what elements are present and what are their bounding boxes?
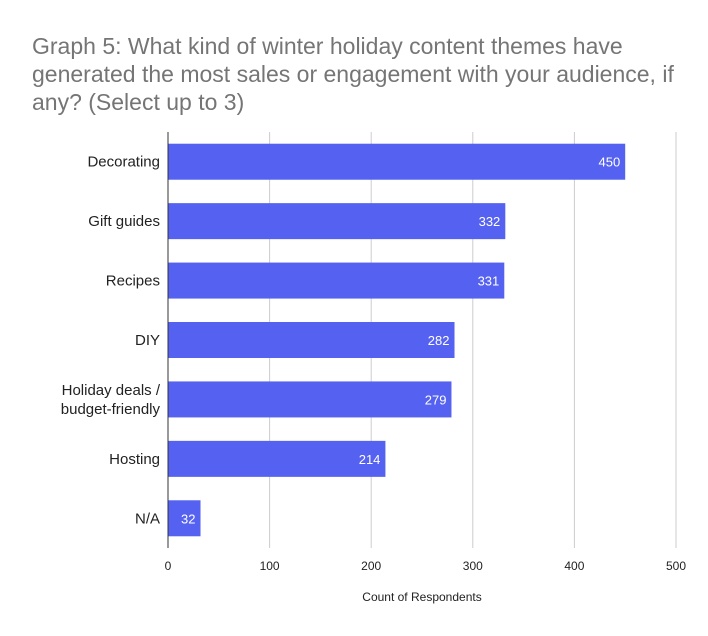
x-tick-label: 100 bbox=[260, 559, 280, 573]
category-label: budget-friendly bbox=[61, 401, 161, 418]
data-label: 332 bbox=[479, 214, 501, 229]
x-tick-labels: 0 100 200 300 400 500 bbox=[165, 559, 687, 573]
gridlines bbox=[269, 132, 677, 548]
x-tick-label: 0 bbox=[165, 559, 172, 573]
data-label: 279 bbox=[425, 392, 447, 407]
category-label: DIY bbox=[135, 332, 160, 349]
data-label: 450 bbox=[598, 155, 620, 170]
category-labels: Decorating Gift guides Recipes DIY Holiday d… bbox=[61, 154, 161, 528]
chart-title: Graph 5: What kind of winter holiday con… bbox=[32, 33, 674, 115]
category-label: N/A bbox=[135, 510, 160, 527]
bar bbox=[168, 322, 455, 358]
bar bbox=[168, 203, 506, 240]
data-label: 32 bbox=[181, 511, 195, 526]
x-tick-label: 400 bbox=[564, 559, 584, 573]
category-label: Gift guides bbox=[88, 213, 160, 230]
bar bbox=[168, 500, 201, 537]
x-tick-label: 300 bbox=[463, 559, 483, 573]
bar bbox=[168, 381, 452, 418]
data-label: 214 bbox=[359, 452, 381, 467]
x-tick-label: 200 bbox=[361, 559, 381, 573]
data-label: 331 bbox=[478, 274, 500, 289]
x-axis-title: Count of Respondents bbox=[362, 590, 481, 604]
bar bbox=[168, 143, 626, 180]
category-label: Decorating bbox=[87, 154, 160, 171]
bar bbox=[168, 262, 505, 299]
category-label: Hosting bbox=[109, 451, 160, 468]
category-label: Holiday deals / bbox=[62, 382, 161, 399]
x-tick-label: 500 bbox=[666, 559, 686, 573]
category-label: Recipes bbox=[106, 273, 160, 290]
bar bbox=[168, 440, 386, 477]
data-label: 282 bbox=[428, 333, 450, 348]
bars: 450 332 331 282 279 214 32 bbox=[168, 143, 626, 537]
